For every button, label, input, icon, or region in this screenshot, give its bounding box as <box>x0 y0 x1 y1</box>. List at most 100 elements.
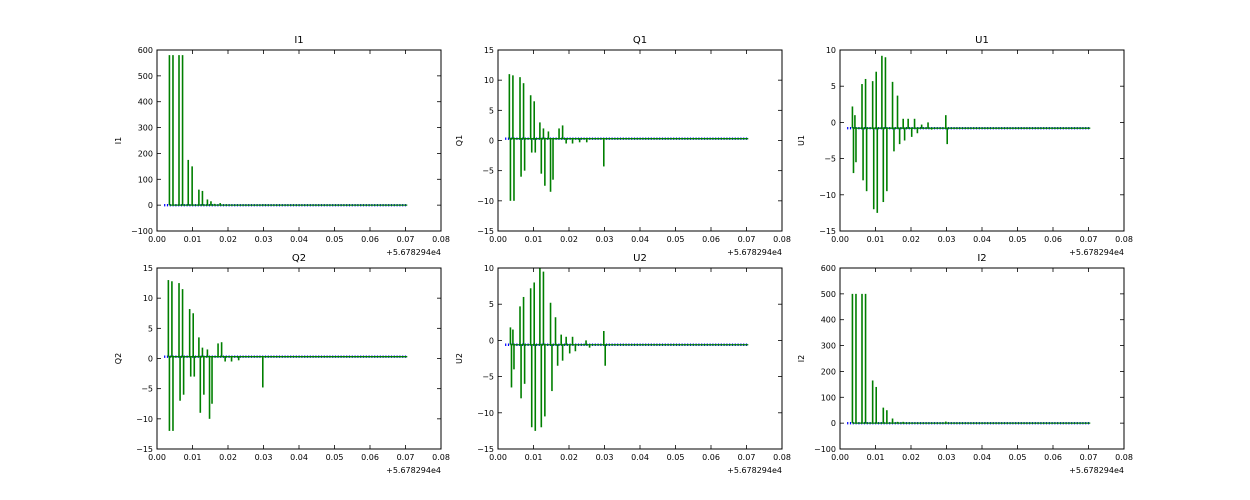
x-tick-label: 0.05 <box>667 453 685 462</box>
plot-area <box>505 268 749 431</box>
y-tick-label: 10 <box>143 294 153 303</box>
panel-title: Q2 <box>292 253 306 264</box>
x-tick-label: 0.07 <box>738 235 756 244</box>
x-tick-label: 0.00 <box>831 453 849 462</box>
y-tick-label: −15 <box>477 227 494 236</box>
y-tick-label: −5 <box>141 385 153 394</box>
x-tick-label: 0.01 <box>525 235 543 244</box>
x-tick-label: 0.07 <box>397 453 415 462</box>
y-tick-label: −10 <box>477 197 494 206</box>
y-tick-label: −10 <box>136 415 153 424</box>
y-tick-label: −10 <box>477 409 494 418</box>
x-tick-label: 0.03 <box>596 235 614 244</box>
y-tick-label: −15 <box>136 445 153 454</box>
x-tick-label: 0.08 <box>1115 453 1133 462</box>
x-tick-label: 0.04 <box>631 235 649 244</box>
y-tick-label: 500 <box>138 72 153 81</box>
x-tick-label: 0.01 <box>184 453 202 462</box>
x-tick-label: 0.02 <box>219 235 237 244</box>
x-tick-label: 0.06 <box>1044 235 1062 244</box>
y-axis-label: I2 <box>797 355 806 362</box>
x-tick-label: 0.05 <box>326 453 344 462</box>
x-tick-label: 0.04 <box>631 453 649 462</box>
plot-area <box>164 55 408 207</box>
plot-area <box>847 55 1091 213</box>
subplot-1: 0.00 0.01 0.02 0.03 0.04 0.05 0.06 0.07 0.08 −100… <box>114 35 450 257</box>
x-tick-label: 0.05 <box>1009 235 1027 244</box>
subplot-grid: 0.00 0.01 0.02 0.03 0.04 0.05 0.06 0.07 0.08−100… <box>114 35 1133 475</box>
x-tick-label: 0.00 <box>148 235 166 244</box>
plot-area <box>847 293 1091 425</box>
plot-area <box>164 280 408 431</box>
x-tick-label: 0.02 <box>560 453 578 462</box>
y-tick-label: −100 <box>814 445 836 454</box>
x-tick-label: 0.07 <box>738 453 756 462</box>
y-tick-label: 400 <box>821 316 836 325</box>
y-tick-label: −5 <box>824 155 836 164</box>
y-axis-label: U1 <box>797 135 806 146</box>
x-tick-label: 0.08 <box>773 235 791 244</box>
x-tick-label: 0.02 <box>902 453 920 462</box>
x-tick-label: 0.03 <box>596 453 614 462</box>
y-tick-label: 0 <box>148 355 153 364</box>
subplot-6: 0.00 0.01 0.02 0.03 0.04 0.05 0.06 0.07 0.08 −100… <box>797 253 1133 475</box>
panel-title: U1 <box>975 35 989 46</box>
y-tick-label: 10 <box>484 76 494 85</box>
x-tick-label: 0.08 <box>773 453 791 462</box>
x-tick-label: 0.04 <box>290 235 308 244</box>
x-tick-label: 0.06 <box>361 235 379 244</box>
y-tick-label: 300 <box>821 342 836 351</box>
subplot-3: 0.00 0.01 0.02 0.03 0.04 0.05 0.06 0.07 0.08 −15 −… <box>797 35 1133 257</box>
x-tick-label: 0.05 <box>667 235 685 244</box>
y-tick-label: 500 <box>821 290 836 299</box>
x-tick-label: 0.06 <box>702 453 720 462</box>
x-offset-label: +5.678294e4 <box>386 248 441 257</box>
x-tick-label: 0.06 <box>1044 453 1062 462</box>
y-tick-label: 200 <box>138 149 153 158</box>
x-tick-label: 0.06 <box>702 235 720 244</box>
x-tick-label: 0.00 <box>148 453 166 462</box>
x-tick-label: 0.04 <box>973 453 991 462</box>
x-offset-label: +5.678294e4 <box>1069 466 1124 475</box>
x-offset-label: +5.678294e4 <box>727 248 782 257</box>
y-tick-label: 15 <box>484 46 494 55</box>
x-tick-label: 0.04 <box>290 453 308 462</box>
x-tick-label: 0.02 <box>560 235 578 244</box>
y-tick-label: 300 <box>138 124 153 133</box>
x-offset-label: +5.678294e4 <box>1069 248 1124 257</box>
y-tick-label: 5 <box>489 106 494 115</box>
x-tick-label: 0.08 <box>1115 235 1133 244</box>
x-tick-label: 0.08 <box>432 453 450 462</box>
y-tick-label: −10 <box>819 191 836 200</box>
x-tick-label: 0.04 <box>973 235 991 244</box>
y-tick-label: 0 <box>831 118 836 127</box>
y-axis-label: I1 <box>114 137 123 144</box>
y-tick-label: −15 <box>477 445 494 454</box>
panel-title: I1 <box>294 35 303 46</box>
subplot-5: 0.00 0.01 0.02 0.03 0.04 0.05 0.06 0.07 0.08 −15 −… <box>455 253 791 475</box>
x-offset-label: +5.678294e4 <box>727 466 782 475</box>
y-tick-label: 10 <box>826 46 836 55</box>
x-tick-label: 0.01 <box>184 235 202 244</box>
x-tick-label: 0.07 <box>397 235 415 244</box>
x-tick-label: 0.02 <box>219 453 237 462</box>
y-tick-label: −15 <box>819 227 836 236</box>
x-tick-label: 0.00 <box>489 453 507 462</box>
x-tick-label: 0.03 <box>255 235 273 244</box>
x-tick-label: 0.05 <box>1009 453 1027 462</box>
y-tick-label: 5 <box>489 300 494 309</box>
y-tick-label: 0 <box>148 201 153 210</box>
panel-title: U2 <box>633 253 647 264</box>
y-tick-label: 0 <box>489 336 494 345</box>
y-tick-label: 100 <box>821 393 836 402</box>
x-tick-label: 0.01 <box>867 235 885 244</box>
x-tick-label: 0.00 <box>831 235 849 244</box>
y-tick-label: 600 <box>138 46 153 55</box>
x-tick-label: 0.01 <box>867 453 885 462</box>
plot-area <box>505 74 749 201</box>
y-axis-label: Q2 <box>114 353 123 364</box>
x-offset-label: +5.678294e4 <box>386 466 441 475</box>
x-tick-label: 0.00 <box>489 235 507 244</box>
x-tick-label: 0.07 <box>1080 235 1098 244</box>
